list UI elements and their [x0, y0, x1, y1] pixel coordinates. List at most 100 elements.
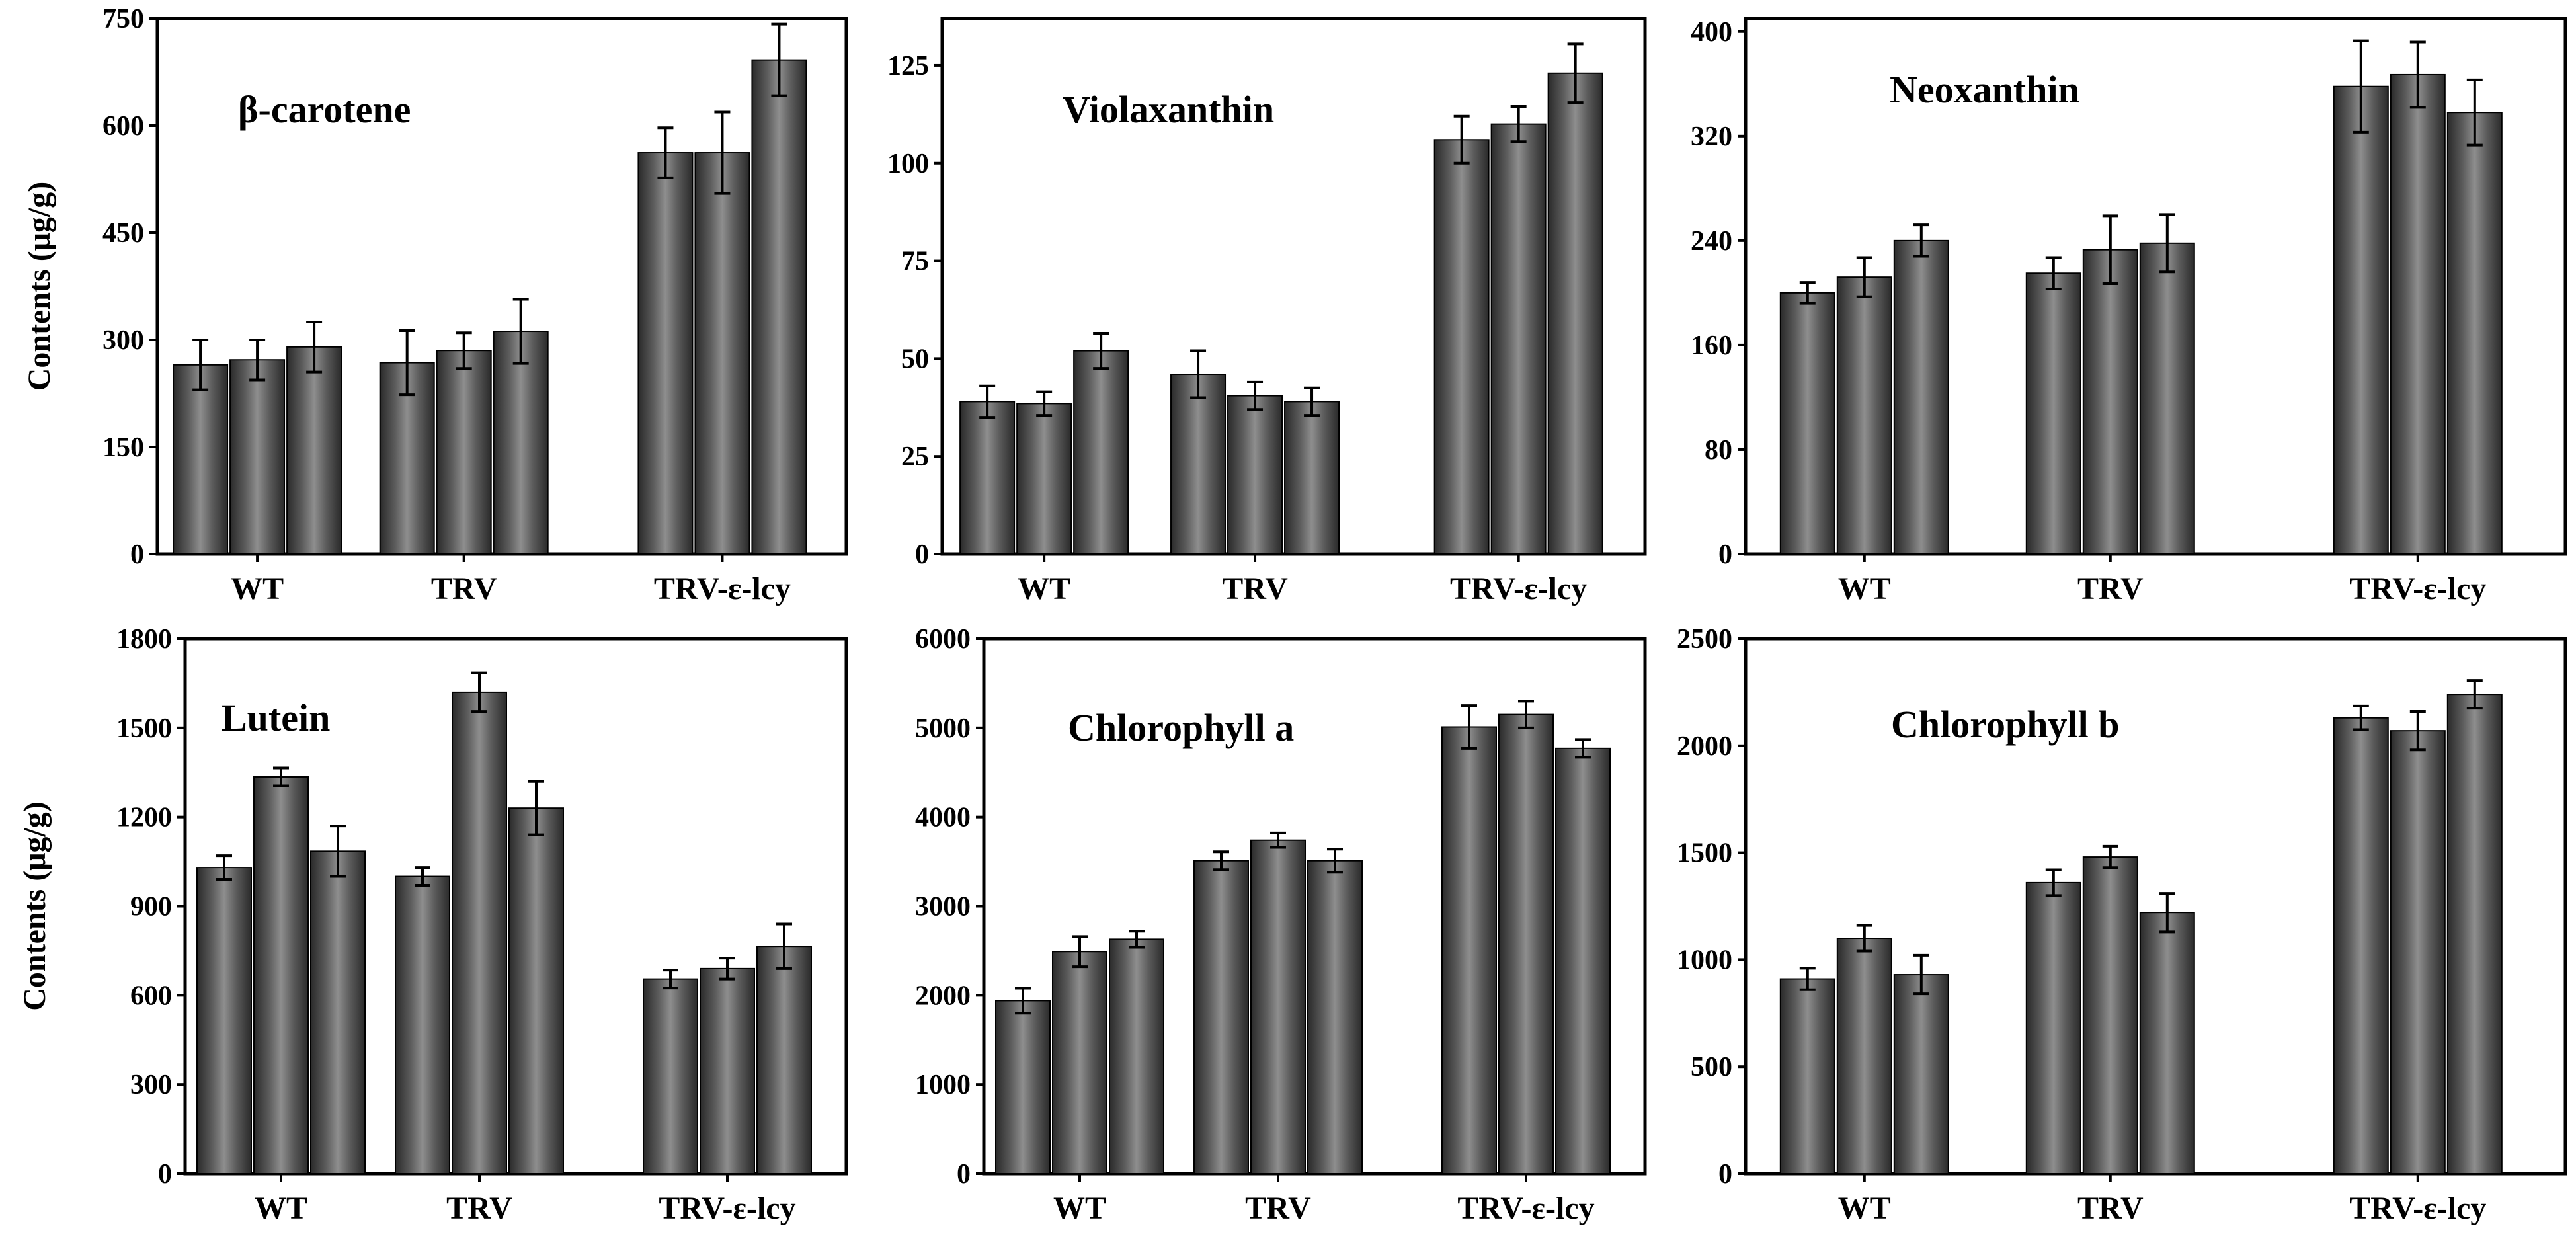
- bar: [2390, 73, 2446, 555]
- y-tick-label: 400: [1691, 17, 1732, 48]
- bar: [959, 401, 1016, 555]
- bar: [286, 346, 342, 555]
- y-tick-label: 900: [130, 892, 172, 922]
- error-bar: [2045, 256, 2062, 290]
- error-bar: [2466, 679, 2483, 710]
- y-tick-label: 150: [102, 432, 144, 463]
- bar: [2082, 856, 2138, 1175]
- error-bar: [2409, 40, 2426, 109]
- panel-5: 0 500 1000 1500 2000 2500 WT TRV TRV-ε-lcy Chloro…: [1677, 624, 2567, 1226]
- panel-title: Neoxanthin: [1890, 68, 2079, 111]
- panel-1: 0 25 50 75 100 125 WT TRV TRV-ε-lcy Violaxanthin: [887, 17, 1647, 606]
- x-category-label: WT: [1053, 1191, 1106, 1226]
- bar: [436, 350, 492, 555]
- x-category-label: TRV-ε-lcy: [2349, 571, 2486, 606]
- y-tick-label: 80: [1705, 435, 1732, 465]
- panel-2: 0 80 160 240 320 400 WT TRV TRV-ε-lcy Neoxanthin: [1691, 17, 2567, 606]
- x-category-label: TRV-ε-lcy: [659, 1191, 795, 1226]
- x-category-label: TRV: [446, 1191, 512, 1226]
- error-bar: [1856, 924, 1872, 953]
- error-bar: [1270, 831, 1286, 849]
- bar: [1893, 239, 1949, 555]
- bar: [1193, 860, 1249, 1174]
- x-category-label: TRV: [2077, 1191, 2144, 1226]
- error-bar: [399, 329, 415, 397]
- error-bar: [1575, 738, 1591, 759]
- bar: [643, 978, 698, 1174]
- error-bar: [1913, 223, 1929, 258]
- panel-3: 0 300 600 900 1200 1500 1800 WT TRV TRV-ε-lcy Lute…: [17, 624, 848, 1226]
- bar: [493, 331, 549, 555]
- y-tick-label: 1000: [1677, 945, 1732, 975]
- y-axis-label: Contents (μg/g): [22, 182, 57, 391]
- bar: [1490, 123, 1547, 555]
- bar: [2333, 717, 2389, 1175]
- y-tick-label: 1500: [1677, 838, 1732, 869]
- y-tick-label: 0: [957, 1159, 971, 1190]
- bar: [2390, 730, 2446, 1174]
- x-category-label: TRV: [431, 571, 497, 606]
- bar: [395, 875, 450, 1174]
- y-tick-label: 6000: [915, 624, 971, 655]
- bar: [1307, 860, 1363, 1174]
- y-tick-label: 1800: [116, 624, 172, 655]
- x-category-label: WT: [1838, 1191, 1891, 1226]
- x-category-label: TRV: [1222, 571, 1288, 606]
- x-category-label: WT: [1018, 571, 1070, 606]
- y-tick-label: 0: [130, 540, 144, 570]
- error-bar: [216, 854, 232, 881]
- panel-title: Lutein: [221, 696, 330, 739]
- y-tick-label: 320: [1691, 122, 1732, 152]
- y-tick-label: 300: [102, 325, 144, 356]
- panel-title: Violaxanthin: [1063, 88, 1274, 131]
- bar: [1016, 403, 1072, 555]
- y-tick-label: 1500: [116, 713, 172, 744]
- bar: [2139, 242, 2195, 555]
- bar: [1109, 938, 1164, 1174]
- error-bar: [1856, 256, 1872, 298]
- error-bar: [2409, 710, 2426, 752]
- panel-4: 0 1000 2000 3000 4000 5000 6000 WT TRV TRV-ε-lcy C…: [915, 624, 1647, 1226]
- error-bar: [1518, 700, 1534, 729]
- error-bar: [979, 384, 996, 419]
- bar: [1441, 726, 1497, 1174]
- error-bar: [1327, 848, 1343, 874]
- y-tick-label: 750: [102, 4, 144, 34]
- y-axis-label: Contents (μg/g): [17, 801, 52, 1011]
- y-tick-label: 0: [1718, 540, 1732, 570]
- x-category-label: WT: [231, 571, 284, 606]
- error-bar: [2045, 868, 2062, 897]
- error-bar: [663, 969, 678, 990]
- error-bar: [719, 957, 735, 981]
- bar: [1836, 276, 1892, 555]
- bar: [1227, 395, 1283, 555]
- y-tick-label: 0: [1718, 1159, 1732, 1190]
- bar: [2139, 912, 2195, 1174]
- bar: [700, 967, 755, 1174]
- bar: [756, 946, 812, 1175]
- error-bar: [1213, 850, 1229, 871]
- error-bar: [249, 339, 266, 382]
- panel-0: 0 150 300 450 600 750 WT TRV TRV-ε-lcy β-carotene…: [22, 4, 848, 606]
- error-bar: [2102, 844, 2118, 869]
- error-bar: [2159, 213, 2175, 274]
- y-tick-label: 1000: [915, 1070, 971, 1100]
- bar: [1433, 139, 1490, 555]
- y-tick-label: 0: [158, 1159, 172, 1190]
- error-bar: [1453, 114, 1470, 165]
- bar: [2446, 112, 2503, 555]
- error-bar: [306, 321, 323, 374]
- bar: [1073, 350, 1129, 555]
- bar: [2446, 694, 2503, 1174]
- y-tick-label: 125: [887, 51, 929, 81]
- x-category-label: TRV-ε-lcy: [2349, 1191, 2486, 1226]
- y-tick-label: 240: [1691, 226, 1732, 257]
- error-bar: [776, 922, 792, 970]
- bar: [694, 152, 750, 555]
- y-tick-label: 5000: [915, 713, 971, 744]
- error-bar: [714, 110, 731, 195]
- y-tick-label: 2000: [915, 981, 971, 1011]
- bar: [1284, 401, 1340, 555]
- error-bar: [415, 866, 430, 887]
- bar: [229, 359, 286, 555]
